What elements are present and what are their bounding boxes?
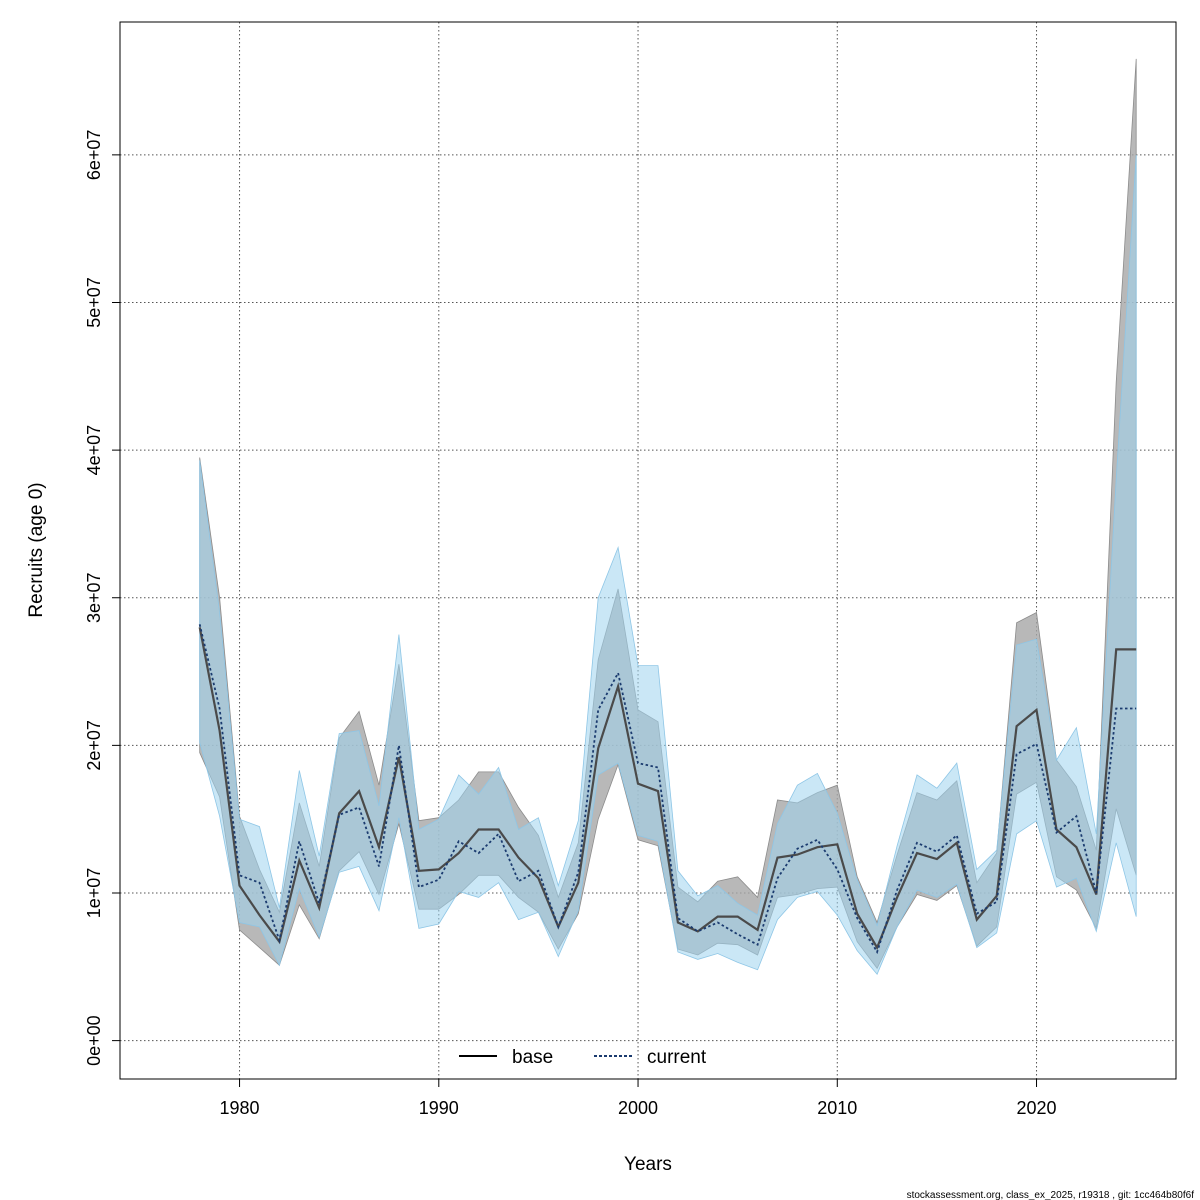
y-tick-label: 6e+07 — [84, 130, 104, 181]
confidence-bands — [199, 58, 1137, 975]
x-tick-label: 2020 — [1017, 1098, 1057, 1118]
line-base — [198, 627, 1137, 951]
y-tick-label: 4e+07 — [84, 425, 104, 476]
legend: base current — [459, 1047, 707, 1068]
line-current — [198, 624, 1137, 955]
x-tick-label: 1980 — [220, 1098, 260, 1118]
legend-label-base: base — [512, 1047, 553, 1068]
x-axis-title: Years — [624, 1154, 672, 1175]
x-tick-label: 2010 — [817, 1098, 857, 1118]
x-axis: 1980 1990 2000 2010 2020 — [220, 1078, 1057, 1118]
band-current — [199, 154, 1137, 975]
legend-label-current: current — [647, 1047, 707, 1068]
y-tick-label: 0e+00 — [84, 1015, 104, 1066]
y-tick-label: 3e+07 — [84, 572, 104, 623]
x-tick-label: 1990 — [419, 1098, 459, 1118]
y-axis: 0e+00 1e+07 2e+07 3e+07 4e+07 5e+07 6e+07 — [84, 130, 121, 1066]
y-tick-label: 1e+07 — [84, 868, 104, 919]
footer-credit: stockassessment.org, class_ex_2025, r193… — [907, 1190, 1195, 1200]
series-lines — [198, 624, 1137, 955]
y-tick-label: 2e+07 — [84, 720, 104, 771]
y-tick-label: 5e+07 — [84, 277, 104, 328]
x-tick-label: 2000 — [618, 1098, 658, 1118]
y-axis-title: Recruits (age 0) — [26, 482, 47, 617]
grid-lines — [120, 22, 1176, 1079]
